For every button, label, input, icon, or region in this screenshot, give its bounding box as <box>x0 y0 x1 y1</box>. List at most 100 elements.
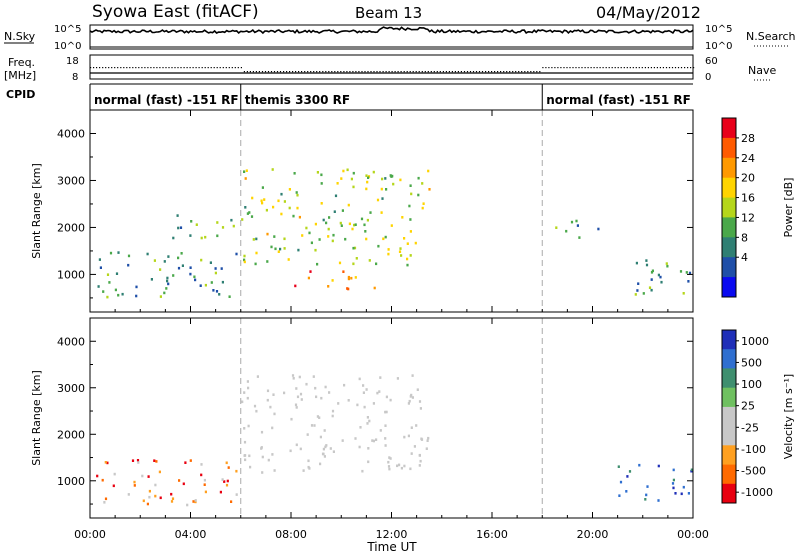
freq-point <box>168 67 170 69</box>
freq-point <box>500 71 502 73</box>
echo-cell <box>272 205 275 209</box>
echo-cell <box>186 503 189 507</box>
echo-cell <box>347 399 350 402</box>
echo-cell <box>177 266 181 270</box>
echo-cell <box>241 218 244 221</box>
freq-point <box>343 71 345 73</box>
colorbar-tick-label: 28 <box>741 132 755 145</box>
freq-point <box>147 67 149 69</box>
freq-point <box>96 67 98 69</box>
echo-cell <box>384 444 387 447</box>
echo-cell <box>322 218 325 222</box>
freq-point <box>126 67 128 69</box>
echo-cell <box>380 211 383 214</box>
echo-cell <box>200 258 203 262</box>
echo-cell <box>235 469 238 473</box>
echo-cell <box>292 214 295 218</box>
colorbar-swatch <box>722 426 736 446</box>
freq-point <box>693 67 695 69</box>
echo-cell <box>299 447 302 451</box>
echo-cell <box>193 275 196 279</box>
freq-point <box>545 67 547 69</box>
echo-cell <box>146 252 149 256</box>
echo-cell <box>294 284 297 288</box>
freq-point <box>201 67 203 69</box>
freq-point <box>180 67 182 69</box>
echo-cell <box>295 387 298 390</box>
echo-cell <box>409 230 412 233</box>
echo-cell <box>261 201 264 205</box>
echo-cell <box>422 202 425 205</box>
freq-point <box>409 71 411 73</box>
echo-cell <box>266 398 269 402</box>
echo-cell <box>266 232 269 236</box>
echo-cell <box>341 439 344 442</box>
echo-cell <box>305 382 308 386</box>
echo-cell <box>671 482 675 485</box>
freq-point <box>361 71 363 73</box>
echo-cell <box>274 247 277 251</box>
freq-point <box>668 67 671 69</box>
echo-cell <box>410 452 413 455</box>
freq-point <box>234 67 236 69</box>
echo-cell <box>244 206 247 209</box>
echo-cell <box>142 499 145 503</box>
echo-cell <box>167 282 170 286</box>
echo-cell <box>419 407 422 410</box>
colorbar-tick-label: 20 <box>741 172 755 185</box>
echo-cell <box>636 289 639 292</box>
y-tick-label: 2000 <box>57 221 85 234</box>
freq-point <box>231 67 233 69</box>
echo-cell <box>407 402 410 405</box>
echo-cell <box>347 275 350 279</box>
echo-cell <box>651 269 654 273</box>
nsky-line <box>89 26 694 35</box>
colorbar-swatch <box>722 257 736 278</box>
echo-cell <box>353 246 357 250</box>
echo-cell <box>289 449 292 453</box>
echo-cell <box>337 402 340 405</box>
freq-point <box>352 71 354 73</box>
echo-cell <box>390 224 393 227</box>
echo-cell <box>137 461 140 464</box>
echo-cell <box>339 221 342 225</box>
echo-cell <box>682 485 685 489</box>
echo-cells <box>96 374 693 507</box>
echo-cell <box>368 259 371 262</box>
echo-cell <box>619 480 623 484</box>
echo-cell <box>340 224 343 227</box>
echo-cell <box>418 454 421 457</box>
freq-point <box>478 71 481 73</box>
echo-cell <box>409 467 412 471</box>
freq-point <box>572 67 574 69</box>
echo-cell <box>331 409 335 413</box>
freq-point <box>448 71 450 73</box>
echo-cell <box>113 472 116 476</box>
freq-point <box>367 71 369 73</box>
freq-point <box>289 71 291 73</box>
echo-cells <box>97 168 692 299</box>
freq-point <box>210 67 212 69</box>
freq-point <box>114 67 116 69</box>
echo-cell <box>410 426 413 429</box>
freq-point <box>156 67 158 69</box>
echo-cell <box>232 224 235 228</box>
colorbar-swatch <box>722 137 736 159</box>
echo-cell <box>221 478 224 481</box>
freq-point <box>530 71 532 73</box>
echo-cell <box>347 277 350 281</box>
echo-cell <box>215 290 219 293</box>
echo-cell <box>288 188 291 191</box>
echo-cell <box>293 172 296 175</box>
freq-point <box>527 71 529 73</box>
echo-cell <box>228 295 231 298</box>
freq-point <box>376 71 378 73</box>
freq-point <box>647 67 649 69</box>
y-axis-label: Slant Range [km] <box>30 370 43 466</box>
colorbar-tick-label: 25 <box>741 400 755 413</box>
freq-point <box>135 67 137 69</box>
freq-point <box>301 71 303 73</box>
echo-cell <box>391 174 394 178</box>
freq-point <box>90 67 92 69</box>
echo-cell <box>225 461 228 465</box>
